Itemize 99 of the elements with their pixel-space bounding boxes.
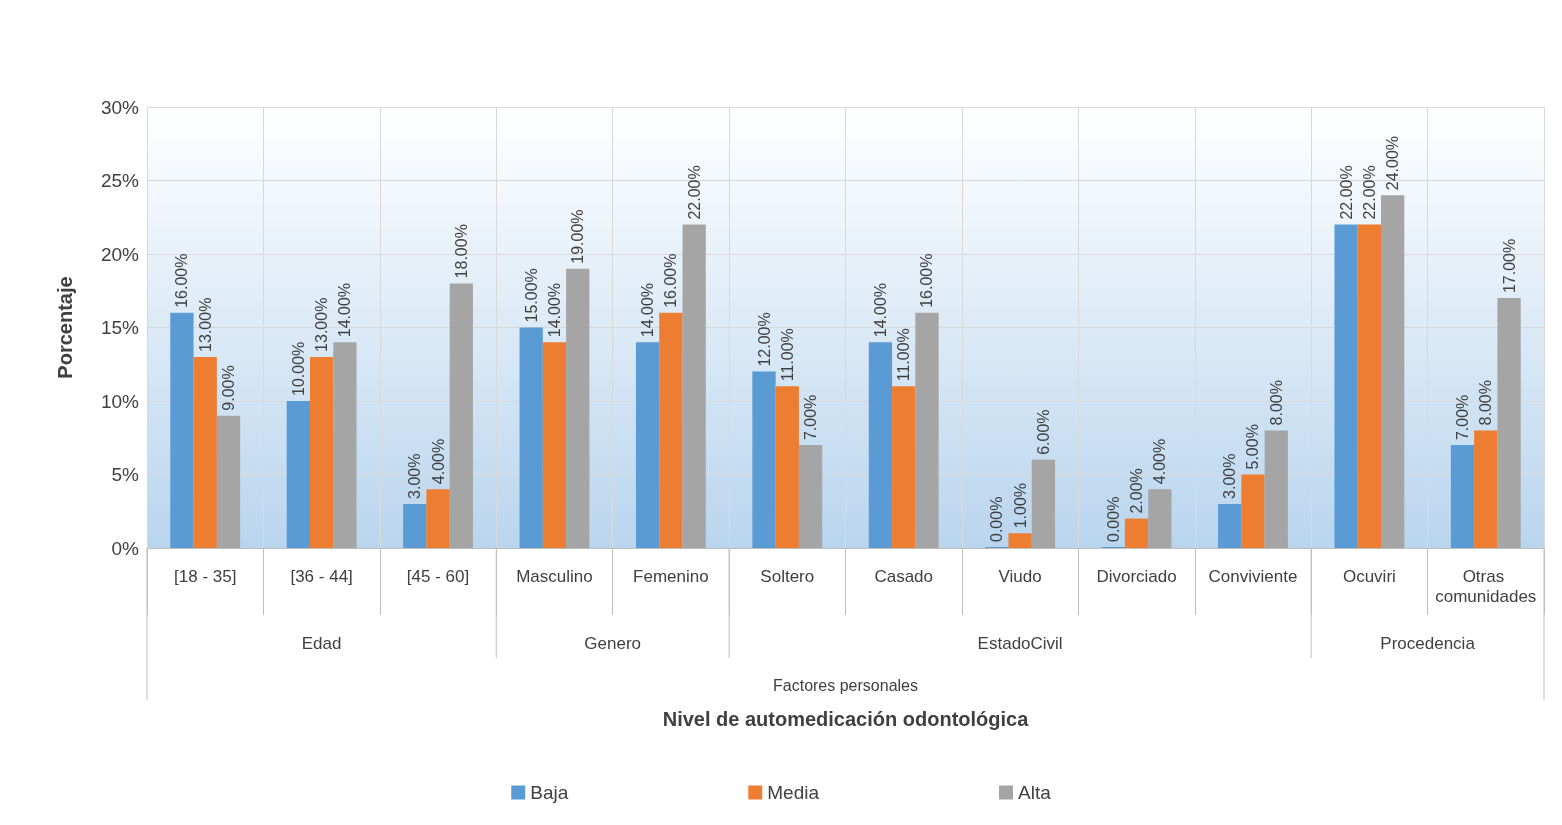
data-label: 16.00% (918, 253, 936, 308)
data-label: 7.00% (802, 394, 820, 441)
bar (775, 386, 799, 548)
data-label: 22.00% (1360, 165, 1378, 220)
data-label: 7.00% (1454, 394, 1472, 441)
x-tick-label: [45 - 60] (406, 566, 470, 586)
x-tick-label: [18 - 35] (174, 566, 237, 586)
data-label: 15.00% (522, 268, 540, 323)
data-label: 8.00% (1267, 380, 1285, 426)
bar (682, 224, 706, 548)
bar (170, 312, 194, 548)
data-label: 16.00% (173, 253, 191, 308)
data-label: 24.00% (1384, 135, 1402, 191)
bar (1381, 195, 1405, 548)
text: Procedencia (1380, 633, 1476, 653)
bar (193, 356, 217, 548)
x-tick-label: Conviviente (1208, 566, 1298, 586)
x-tick-label: [36 - 44] (290, 566, 353, 586)
y-tick-label: 10% (100, 390, 140, 412)
data-label: 22.00% (1337, 165, 1355, 220)
x-tick-label: Soltero (760, 566, 815, 586)
bar (1008, 533, 1032, 548)
data-label: 1.00% (1011, 482, 1029, 529)
bar (752, 371, 776, 548)
data-label: 5.00% (1244, 424, 1262, 470)
data-label: 22.00% (685, 165, 703, 220)
x-tick-label: Divorciado (1096, 566, 1177, 586)
bar (1264, 430, 1288, 548)
data-label: 14.00% (545, 282, 563, 338)
bar (542, 342, 567, 548)
bar (868, 342, 893, 548)
data-label: 14.00% (336, 282, 354, 338)
bar (519, 327, 543, 548)
y-axis-title: Porcentaje (54, 276, 76, 379)
y-tick-label: 25% (100, 170, 140, 191)
data-label: 14.00% (639, 282, 657, 338)
data-label: 13.00% (196, 297, 214, 352)
data-label: 11.00% (778, 328, 796, 382)
bar (309, 356, 334, 548)
legend-label: Alta (1018, 782, 1052, 803)
bar (798, 445, 823, 548)
data-label: 3.00% (1221, 453, 1239, 499)
data-label: 19.00% (569, 209, 587, 264)
bar (1450, 445, 1475, 548)
bar (216, 415, 241, 548)
x-tick-label: Femenino (633, 566, 709, 586)
data-label: 3.00% (406, 453, 424, 499)
data-label: 4.00% (1151, 438, 1169, 485)
y-tick-label: 15% (100, 317, 140, 338)
data-label: 18.00% (452, 224, 470, 279)
bar (1497, 298, 1521, 548)
data-label: 11.00% (895, 328, 913, 382)
y-tick-label: 0% (111, 537, 140, 559)
data-label: 2.00% (1128, 468, 1146, 514)
bar (566, 268, 590, 548)
bar (449, 283, 473, 548)
data-label: 0.00% (1104, 496, 1122, 542)
bar (1241, 474, 1265, 548)
bar (892, 386, 916, 548)
x-tick-label: Otras comunidades (1435, 566, 1537, 606)
data-label: 17.00% (1500, 238, 1518, 294)
data-label: 10.00% (289, 341, 307, 396)
data-label: 9.00% (219, 365, 237, 411)
bar (1474, 430, 1498, 548)
x-tick-label: Viudo (998, 566, 1042, 586)
data-label: 13.00% (313, 297, 331, 352)
text: Factores personales (773, 676, 918, 694)
data-label: 8.00% (1477, 380, 1495, 426)
bar (286, 401, 310, 548)
legend-label: Baja (530, 782, 569, 803)
bar (333, 342, 357, 548)
y-tick-label: 5% (111, 464, 140, 485)
bar (1334, 224, 1358, 548)
bar (659, 312, 683, 548)
bar (403, 503, 427, 548)
x-tick-label: Casado (874, 566, 934, 586)
bar (1124, 518, 1149, 548)
y-tick-label: 30% (100, 96, 140, 118)
text: Nivel de automedicación odontológica (662, 708, 1030, 730)
bar (635, 342, 660, 548)
data-label: 4.00% (429, 438, 447, 485)
text: Genero (584, 633, 642, 653)
x-tick-label: Ocuviri (1342, 566, 1396, 586)
data-label: 0.00% (988, 496, 1006, 542)
bar (1218, 503, 1242, 548)
x-tick-label: Masculino (516, 566, 593, 586)
data-label: 12.00% (755, 312, 773, 367)
text: Edad (301, 633, 342, 653)
data-label: 16.00% (662, 253, 680, 308)
bar (426, 489, 450, 548)
bar (915, 312, 939, 548)
bar (1148, 489, 1172, 548)
data-label: 14.00% (871, 282, 889, 338)
bar (1357, 224, 1382, 548)
bar (1031, 459, 1056, 548)
y-tick-label: 20% (100, 243, 140, 265)
data-label: 6.00% (1034, 409, 1052, 455)
legend-label: Media (767, 782, 820, 803)
text: EstadoCivil (977, 633, 1063, 653)
